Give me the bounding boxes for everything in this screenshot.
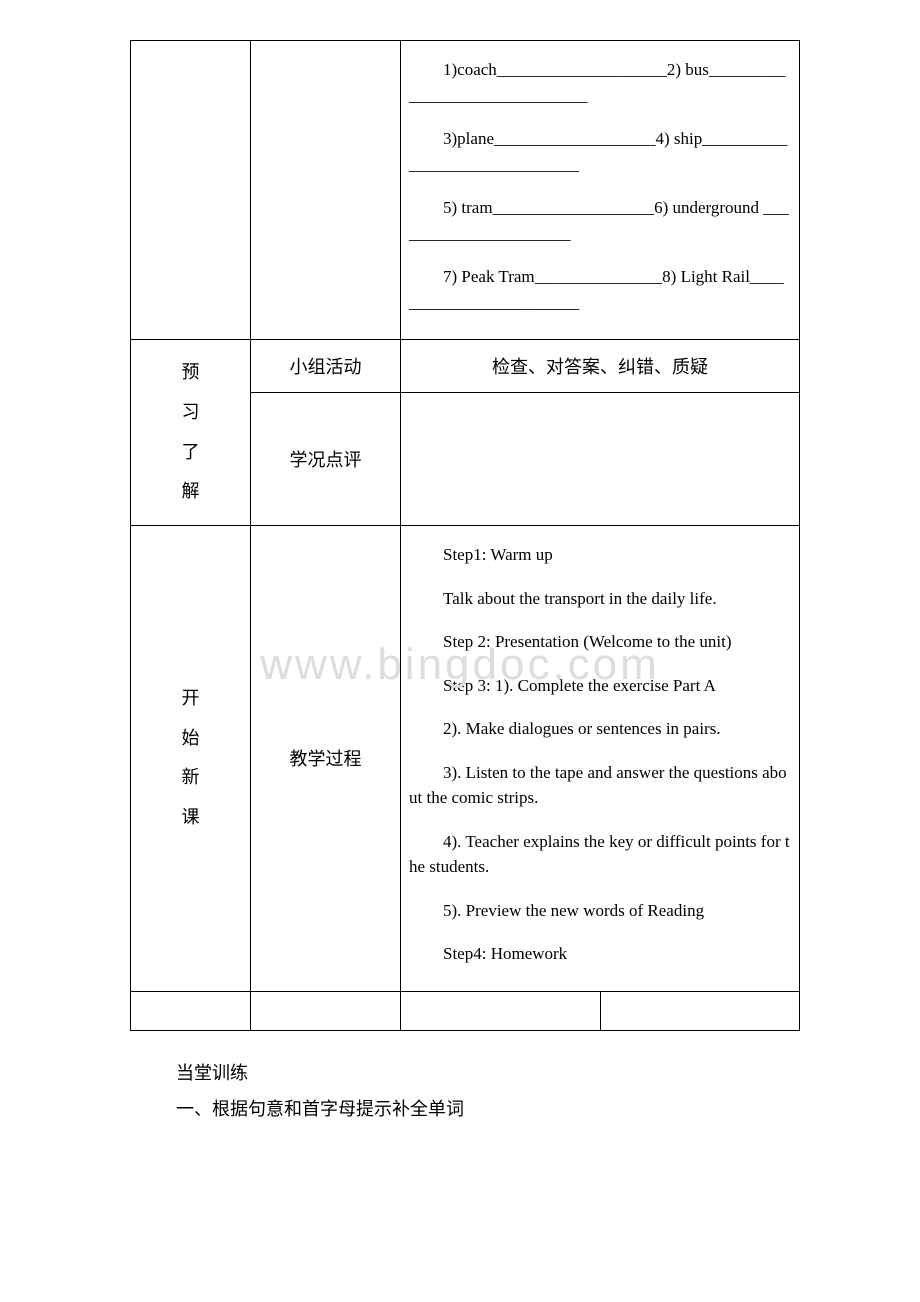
r3-left-label: 开 始 新 课 [131,526,251,992]
r2-left-char-2: 习 [139,393,242,433]
step-1: Step1: Warm up [409,542,791,568]
r2-mid-top: 小组活动 [251,340,401,393]
r3-left-char-1: 开 [139,679,242,719]
r2-left-label: 预 习 了 解 [131,340,251,526]
below-text: 当堂训练 一、根据句意和首字母提示补全单词 [130,1031,800,1121]
vocab-7-idx: 7) [443,267,457,286]
lesson-table: 1)coach____________________2) bus_______… [130,40,800,1031]
vocab-5-idx: 5) [443,198,457,217]
below-line-1: 当堂训练 [140,1059,800,1085]
vocab-5-tail: 6) [654,198,668,217]
vocab-7-word: Peak Tram [457,267,534,286]
r2-right-bottom-blank [401,393,800,526]
vocab-1-tail: 2) [667,60,681,79]
r4-c2-blank [251,991,401,1030]
vocab-4-word: ship [674,129,702,148]
r2-left-char-4: 解 [139,472,242,512]
r3-right-steps: Step1: Warm up Talk about the transport … [401,526,800,992]
vocab-3-tail: 4) [656,129,670,148]
step-3-3: 3). Listen to the tape and answer the qu… [409,760,791,811]
step-3-2: 2). Make dialogues or sentences in pairs… [409,716,791,742]
vocab-2-suffix: _ [579,86,588,105]
r2-left-char-1: 预 [139,353,242,393]
r2-left-char-3: 了 [139,433,242,473]
r3-mid: 教学过程 [251,526,401,992]
vocab-3-idx: 3) [443,129,457,148]
r1-c2-blank [251,41,401,340]
vocab-1-idx: 1) [443,60,457,79]
r2-right-top: 检查、对答案、纠错、质疑 [401,340,800,393]
r3-left-char-3: 新 [139,758,242,798]
step-4: Step4: Homework [409,941,791,967]
vocab-5-word: tram [457,198,492,217]
r3-left-char-2: 始 [139,719,242,759]
step-3-1: Step 3: 1). Complete the exercise Part A [409,673,791,699]
step-3-5: 5). Preview the new words of Reading [409,898,791,924]
vocab-3-word: plane [457,129,494,148]
r1-c3-vocab: 1)coach____________________2) bus_______… [401,41,800,340]
r1-c1-blank [131,41,251,340]
vocab-1-word: coach [457,60,497,79]
r3-left-char-4: 课 [139,798,242,838]
r4-c4-blank [600,991,800,1030]
vocab-2-word: bus [685,60,709,79]
step-3-4: 4). Teacher explains the key or difficul… [409,829,791,880]
step-1b: Talk about the transport in the daily li… [409,586,791,612]
vocab-7-tail: 8) [662,267,676,286]
r2-mid-bottom: 学况点评 [251,393,401,526]
r4-c3-blank [401,991,601,1030]
r4-c1-blank [131,991,251,1030]
vocab-4-suffix: __ [562,155,579,174]
step-2: Step 2: Presentation (Welcome to the uni… [409,629,791,655]
below-line-2: 一、根据句意和首字母提示补全单词 [140,1095,800,1121]
